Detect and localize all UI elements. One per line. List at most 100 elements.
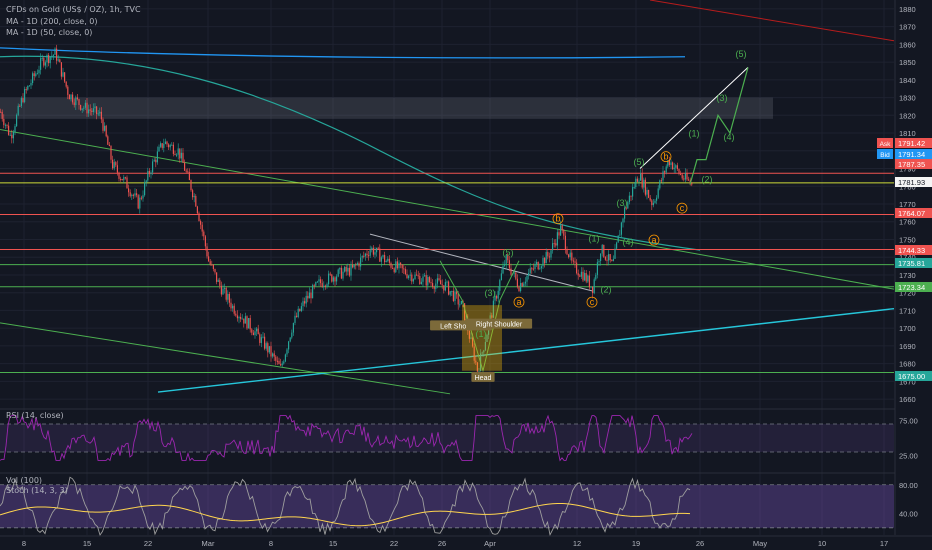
candle bbox=[539, 268, 541, 270]
candle bbox=[254, 331, 256, 336]
wave-circle bbox=[648, 234, 660, 246]
candle bbox=[592, 286, 594, 294]
candle bbox=[212, 264, 214, 270]
candle bbox=[387, 258, 389, 261]
ma200-line bbox=[0, 47, 686, 59]
candle bbox=[470, 337, 472, 339]
rsi-legend[interactable]: RSI (14, close) bbox=[6, 411, 64, 420]
candle bbox=[513, 272, 515, 274]
elliott-wave-label: b bbox=[555, 214, 560, 224]
y-tick-label: 1790 bbox=[899, 165, 916, 174]
candle bbox=[678, 169, 680, 174]
stoch-legend[interactable]: Stoch (14, 3, 3) bbox=[6, 486, 68, 495]
candle bbox=[174, 153, 176, 155]
candle bbox=[169, 144, 171, 148]
candle bbox=[86, 102, 88, 114]
candle bbox=[232, 305, 234, 309]
candle bbox=[611, 260, 613, 262]
x-tick-label: 26 bbox=[696, 539, 704, 548]
candle bbox=[238, 316, 240, 319]
candle bbox=[224, 287, 226, 289]
elliott-wave-label: c bbox=[590, 297, 595, 307]
candle bbox=[614, 248, 616, 259]
candle bbox=[604, 256, 606, 260]
candle bbox=[136, 193, 138, 196]
rsi-tick-label: 25.00 bbox=[899, 452, 918, 461]
candle bbox=[603, 244, 605, 257]
candle bbox=[588, 275, 590, 288]
candle bbox=[364, 253, 366, 257]
candle bbox=[433, 286, 435, 289]
ma50-legend[interactable]: MA - 1D (50, close, 0) bbox=[6, 28, 93, 37]
candle bbox=[296, 315, 298, 317]
candle bbox=[670, 162, 672, 165]
symbol-legend[interactable]: CFDs on Gold (US$ / OZ), 1h, TVC bbox=[6, 5, 141, 14]
candle bbox=[273, 353, 275, 357]
price-tag-label-bg bbox=[877, 138, 893, 148]
pattern-label: Head bbox=[471, 371, 495, 382]
candle bbox=[526, 275, 528, 282]
candle bbox=[627, 202, 629, 209]
candle bbox=[468, 330, 470, 339]
projection-path bbox=[689, 67, 749, 185]
candle bbox=[438, 278, 440, 281]
candle bbox=[209, 261, 211, 265]
y-tick-label: 1680 bbox=[899, 360, 916, 369]
vol-legend[interactable]: Vol (100) bbox=[6, 476, 43, 485]
candle bbox=[356, 263, 358, 265]
candle bbox=[598, 260, 600, 263]
candle bbox=[112, 159, 114, 169]
y-tick-label: 1820 bbox=[899, 111, 916, 120]
candle bbox=[96, 106, 98, 115]
rsi-tick-label: 75.00 bbox=[899, 417, 918, 426]
candle bbox=[342, 271, 344, 279]
candle bbox=[137, 195, 139, 209]
candle bbox=[142, 195, 144, 199]
y-tick-label: 1690 bbox=[899, 342, 916, 351]
candle bbox=[441, 284, 443, 286]
price-tag-value: 1791.34 bbox=[898, 150, 925, 159]
ma200-legend[interactable]: MA - 1D (200, close, 0) bbox=[6, 17, 98, 26]
candle bbox=[134, 193, 136, 196]
candle bbox=[292, 322, 294, 333]
candle bbox=[620, 222, 622, 235]
candle bbox=[516, 278, 518, 288]
candle bbox=[609, 254, 611, 261]
candle bbox=[115, 162, 117, 166]
candle bbox=[168, 144, 170, 148]
candle bbox=[542, 258, 544, 267]
candle bbox=[102, 119, 104, 131]
candle bbox=[555, 243, 557, 246]
y-tick-label: 1710 bbox=[899, 306, 916, 315]
candle bbox=[664, 171, 666, 173]
candle bbox=[564, 235, 566, 250]
candle bbox=[198, 213, 200, 222]
candle bbox=[240, 316, 242, 319]
candle bbox=[227, 293, 229, 300]
price-tag: 1744.33 bbox=[895, 245, 932, 255]
candle bbox=[59, 59, 61, 63]
candle bbox=[251, 329, 253, 333]
candle bbox=[675, 165, 677, 168]
candle bbox=[406, 274, 408, 278]
x-tick-label: 15 bbox=[329, 539, 337, 548]
candle bbox=[566, 249, 568, 255]
candle bbox=[283, 361, 285, 364]
price-tag: 1764.07 bbox=[895, 208, 932, 218]
candle bbox=[644, 179, 646, 195]
candle bbox=[291, 332, 293, 338]
candle bbox=[579, 275, 581, 277]
candle bbox=[384, 255, 386, 263]
candle bbox=[12, 132, 14, 139]
candle bbox=[435, 283, 437, 289]
candle bbox=[534, 264, 536, 270]
candle bbox=[318, 279, 320, 282]
candle bbox=[60, 62, 62, 77]
trend-line bbox=[0, 129, 895, 290]
candle bbox=[46, 54, 48, 63]
candle bbox=[147, 171, 149, 181]
candle bbox=[256, 328, 258, 332]
candle bbox=[267, 343, 269, 353]
elliott-wave-label: a bbox=[516, 297, 521, 307]
